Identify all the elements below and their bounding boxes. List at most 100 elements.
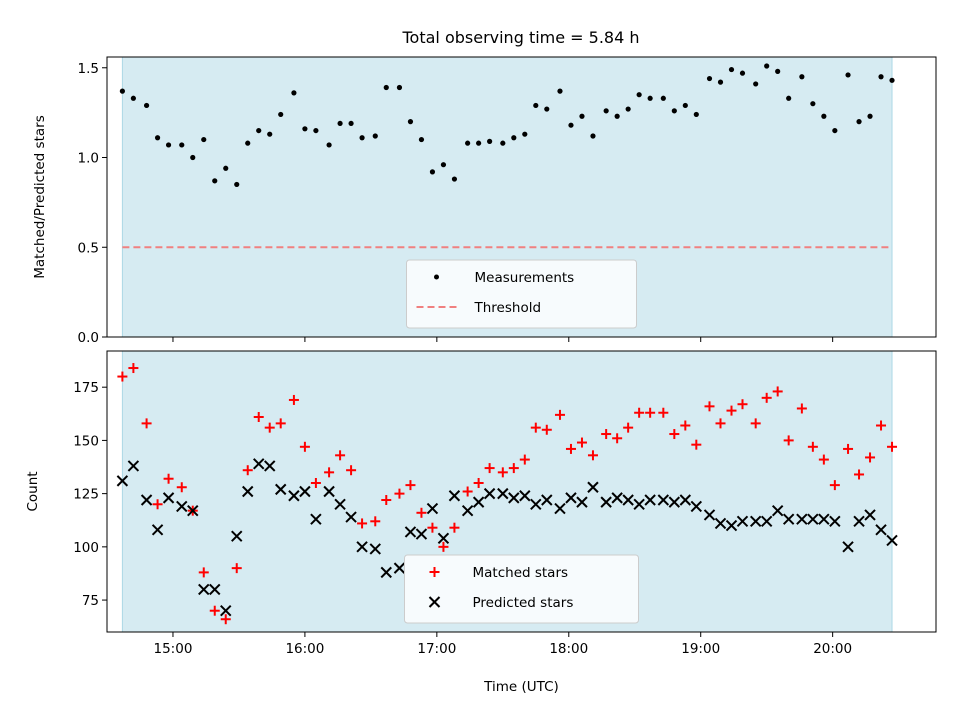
predicted-star-point xyxy=(299,485,311,498)
measurement-point xyxy=(856,119,862,125)
predicted-star-point xyxy=(187,504,199,517)
matched-star-point xyxy=(264,422,275,433)
measurement-point xyxy=(579,113,585,119)
measurement-point xyxy=(522,131,528,137)
measurement-point xyxy=(557,88,563,94)
count-y-tick-label: 100 xyxy=(73,540,99,556)
measurement-point xyxy=(212,178,218,184)
measurement-point xyxy=(660,95,666,101)
measurement-point xyxy=(821,113,827,119)
matched-star-point xyxy=(497,467,508,478)
matched-star-point xyxy=(176,482,187,493)
legend-measurements-marker xyxy=(434,274,439,280)
matched-star-point xyxy=(612,433,623,444)
predicted-star-point xyxy=(497,487,509,500)
measurement-point xyxy=(154,135,161,141)
predicted-star-point xyxy=(127,460,140,472)
measurement-point xyxy=(706,75,713,82)
predicted-star-point xyxy=(116,475,129,487)
ratio-y-ticks: 0.0 0.5 1.0 1.5 xyxy=(78,61,107,346)
predicted-star-point xyxy=(220,605,232,617)
predicted-star-point xyxy=(657,494,670,506)
matched-star-point xyxy=(829,480,840,491)
measurement-point xyxy=(359,135,365,141)
measurement-point xyxy=(568,122,574,128)
predicted-star-point xyxy=(736,515,749,528)
predicted-star-point xyxy=(162,492,175,504)
predicted-star-point xyxy=(690,500,703,513)
predicted-star-point xyxy=(264,460,276,472)
ratio-x-ticks xyxy=(172,337,834,342)
matched-star-point xyxy=(704,401,715,412)
count-y-tick-label: 125 xyxy=(73,487,99,503)
measurement-point xyxy=(614,113,620,119)
predicted-star-point xyxy=(600,496,612,508)
predicted-star-point xyxy=(393,562,406,574)
measurement-point xyxy=(636,92,642,98)
measurement-point xyxy=(786,95,792,101)
measurement-point xyxy=(372,133,378,139)
ratio-y-axis-label: Matched/Predicted stars xyxy=(32,115,48,278)
legend-matched-label: Matched stars xyxy=(473,565,569,581)
predicted-star-point xyxy=(576,496,588,508)
predicted-star-point xyxy=(231,530,243,542)
legend-predicted-label: Predicted stars xyxy=(473,595,574,611)
matched-star-point xyxy=(310,477,321,488)
matched-star-point xyxy=(381,495,392,506)
predicted-star-point xyxy=(633,498,645,510)
matched-star-point xyxy=(634,407,645,418)
matched-star-point xyxy=(887,441,898,452)
x-tick-label: 15:00 xyxy=(154,641,193,657)
measurement-point xyxy=(533,102,539,109)
x-tick-label: 20:00 xyxy=(813,641,852,657)
predicted-star-point xyxy=(198,583,210,596)
predicted-star-point xyxy=(668,496,681,508)
matched-star-point xyxy=(357,518,368,529)
x-axis-label: Time (UTC) xyxy=(483,679,559,695)
predicted-star-point xyxy=(448,490,461,502)
measurement-point xyxy=(396,84,403,91)
measurement-point xyxy=(511,135,517,141)
measurement-point xyxy=(487,138,493,144)
predicted-star-point xyxy=(209,583,221,596)
predicted-star-point xyxy=(818,513,830,525)
measurement-point xyxy=(625,106,631,112)
measurement-point xyxy=(647,95,653,101)
predicted-star-point xyxy=(140,494,153,506)
predicted-star-point xyxy=(253,458,265,470)
count-x-ticks: 15:00 16:00 17:00 18:00 19:00 20:00 xyxy=(154,632,852,657)
ratio-y-tick-label: 0.5 xyxy=(78,240,99,256)
matched-star-point xyxy=(601,429,612,440)
predicted-star-point xyxy=(310,513,322,525)
predicted-star-point xyxy=(807,513,819,525)
matched-star-point xyxy=(554,409,565,420)
predicted-star-point xyxy=(611,492,623,504)
matched-star-point xyxy=(427,522,438,533)
matched-star-point xyxy=(449,522,460,533)
predicted-star-point xyxy=(796,513,808,525)
predicted-star-point xyxy=(644,494,656,506)
matched-star-point xyxy=(796,403,807,414)
measurement-point xyxy=(302,126,308,132)
matched-star-point xyxy=(141,418,152,429)
matched-star-point xyxy=(128,363,139,374)
matched-star-point xyxy=(669,429,680,440)
measurement-point xyxy=(313,127,319,134)
measurement-point xyxy=(878,74,884,80)
matched-star-point xyxy=(335,450,346,461)
legend-matched-marker xyxy=(429,567,440,577)
matched-star-point xyxy=(623,422,634,433)
measurement-point xyxy=(739,70,746,76)
predicted-star-point xyxy=(853,515,865,528)
matched-star-point xyxy=(807,441,818,452)
matched-star-point xyxy=(750,418,761,429)
predicted-star-point xyxy=(345,511,357,523)
predicted-star-point xyxy=(622,494,634,506)
predicted-star-point xyxy=(369,543,381,555)
matched-star-point xyxy=(253,411,264,422)
measurement-point xyxy=(500,140,506,146)
predicted-star-point xyxy=(554,502,566,515)
matched-star-point xyxy=(299,441,310,452)
predicted-star-point xyxy=(714,517,727,530)
